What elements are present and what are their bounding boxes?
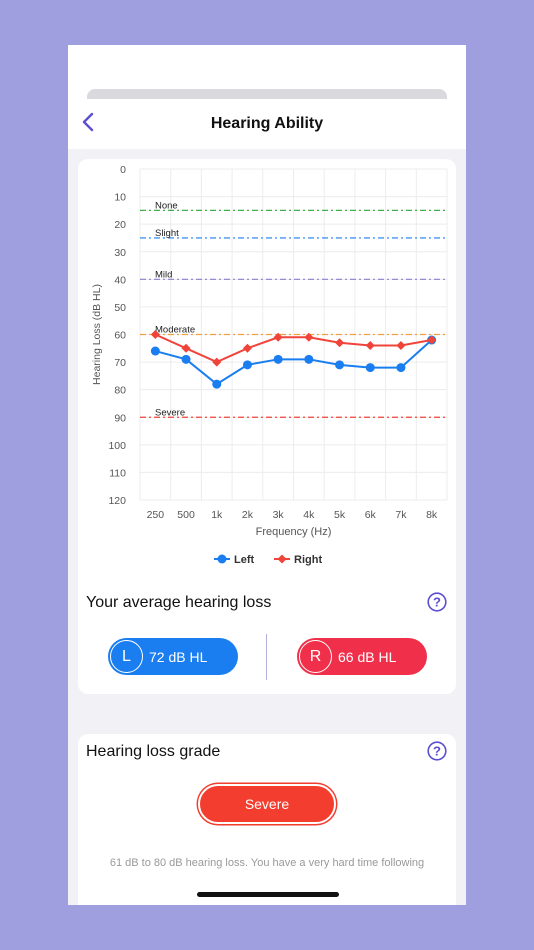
series-line-right (154, 333, 432, 364)
right-ear-value: 66 dB HL (338, 648, 397, 665)
threshold-label-none: None (155, 200, 178, 211)
x-axis-label: Frequency (Hz) (256, 526, 332, 538)
left-ear-value: 72 dB HL (149, 648, 208, 665)
left-ear-average: L 72 dB HL (108, 638, 238, 675)
data-point-left (212, 379, 222, 389)
grade-description: 61 dB to 80 dB hearing loss. You have a … (109, 857, 425, 869)
data-point-left (242, 360, 252, 370)
y-tick-label: 100 (108, 440, 126, 452)
top-bar: Hearing Ability (68, 45, 466, 149)
threshold-label-slight: Slight (155, 228, 179, 239)
x-tick-label: 2k (242, 509, 254, 521)
threshold-label-severe: Severe (155, 407, 185, 418)
data-point-right (365, 341, 375, 351)
threshold-label-moderate: Moderate (155, 325, 195, 336)
y-tick-label: 120 (108, 495, 126, 507)
data-point-right (335, 338, 345, 348)
hearing-chart-card: 0 10 20 30 40 50 60 70 80 90 100 110 120 250 500 1k 2k 3k… (78, 159, 456, 694)
y-tick-label: 90 (114, 412, 126, 424)
data-point-right (273, 332, 283, 342)
divider (266, 634, 267, 680)
y-tick-label: 20 (114, 219, 126, 231)
help-icon[interactable]: ? (427, 592, 447, 612)
audiogram-chart: 0 10 20 30 40 50 60 70 80 90 100 110 120 250 500 1k 2k 3k… (91, 164, 448, 566)
data-point-left (365, 363, 375, 373)
y-tick-label: 80 (114, 385, 126, 397)
y-tick-label: 60 (114, 330, 126, 342)
data-point-right (427, 335, 437, 345)
data-point-left (304, 354, 314, 364)
right-ear-average: R 66 dB HL (297, 638, 427, 675)
y-tick-label: 30 (114, 247, 126, 259)
y-axis-label: Hearing Loss (dB HL) (91, 284, 103, 385)
y-tick-label: 10 (114, 192, 126, 204)
svg-text:?: ? (433, 595, 441, 610)
back-chevron-icon[interactable] (78, 111, 100, 133)
data-point-right (396, 341, 406, 351)
data-point-right (150, 330, 160, 339)
right-ear-letter: R (299, 640, 332, 673)
x-tick-label: 1k (211, 509, 223, 521)
x-tick-label: 7k (395, 509, 407, 521)
legend-label-left: Left (234, 554, 255, 566)
y-tick-label: 50 (114, 302, 126, 314)
data-point-right (181, 343, 191, 353)
x-tick-label: 4k (303, 509, 315, 521)
x-tick-label: 250 (147, 509, 165, 521)
sheet-handle (87, 89, 447, 99)
data-point-right (304, 332, 314, 342)
help-icon[interactable]: ? (427, 741, 447, 761)
x-tick-label: 5k (334, 509, 346, 521)
data-point-left (335, 360, 345, 370)
data-point-right (212, 357, 222, 367)
hearing-grade-card: Hearing loss grade ? Severe 61 dB to 80 … (78, 734, 456, 905)
data-point-left (396, 363, 406, 373)
data-point-left (181, 354, 191, 364)
grade-title: Hearing loss grade (86, 743, 221, 760)
x-tick-label: 500 (177, 509, 195, 521)
grade-level-button[interactable]: Severe (198, 784, 336, 824)
x-tick-label: 3k (273, 509, 285, 521)
average-loss-title: Your average hearing loss (86, 594, 272, 611)
page-title: Hearing Ability (210, 115, 324, 132)
y-tick-label: 110 (109, 467, 126, 479)
x-tick-label: 6k (365, 509, 377, 521)
legend-label-right: Right (294, 554, 322, 566)
left-ear-letter: L (110, 640, 143, 673)
series-line-left (155, 339, 433, 386)
data-point-left (150, 346, 160, 356)
y-tick-label: 0 (120, 164, 126, 176)
data-point-left (273, 354, 283, 364)
legend-marker-left (217, 554, 227, 564)
y-tick-label: 40 (114, 274, 126, 286)
data-point-right (242, 343, 252, 353)
x-tick-label: 8k (426, 509, 438, 521)
home-indicator[interactable] (197, 892, 339, 897)
phone-screen: Hearing Ability 0 10 20 30 40 50 60 70 80 90 100 11… (68, 45, 466, 905)
y-tick-label: 70 (114, 357, 126, 369)
threshold-label-mild: Mild (155, 269, 172, 280)
legend-marker-right (277, 554, 287, 564)
svg-text:?: ? (433, 744, 441, 759)
